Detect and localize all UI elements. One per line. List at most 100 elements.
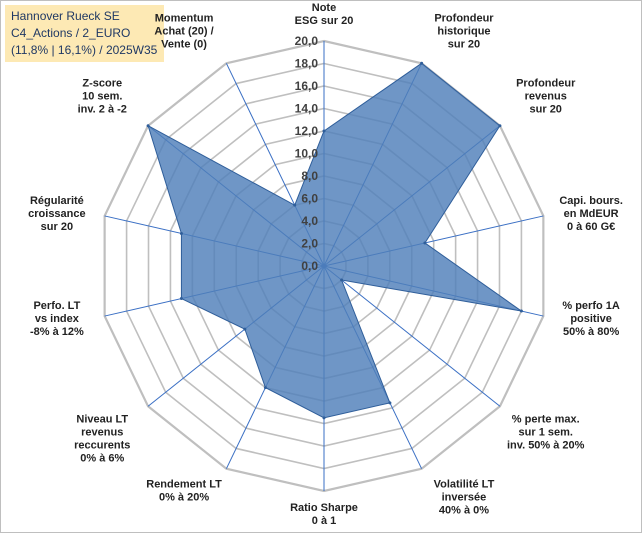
axis-label-text: Régularité croissance sur 20 [28, 195, 85, 233]
axis-label-line: en MdEUR [564, 208, 619, 220]
axis-label-line: 0% à 20% [159, 492, 209, 504]
radar-series [146, 61, 523, 420]
axis-label: Z-score 10 sem. inv. 2 à -2 [78, 77, 127, 115]
axis-label-line: vs index [35, 313, 80, 325]
axis-label-line: sur 20 [448, 38, 480, 50]
axis-label-text: Capi. bours. en MdEUR 0 à 60 G€ [559, 195, 623, 233]
axis-label-line: 0% à 6% [80, 453, 124, 465]
tick-label: 6,0 [301, 192, 318, 206]
tick-label: 10,0 [295, 147, 319, 161]
axis-label-line: inv. 50% à 20% [507, 440, 585, 452]
axis-label-line: % perfo 1A [562, 300, 620, 312]
axis-label-line: Z-score [82, 77, 122, 89]
radar-tick-labels: 0,0 2,0 4,0 6,0 8,0 10,0 12,0 14,0 16,0 18,0 20,0 [295, 34, 319, 273]
axis-label-line: -8% à 12% [30, 326, 84, 338]
axis-label-line: Note [312, 2, 336, 14]
data-point [420, 61, 424, 65]
axis-label-line: croissance [28, 208, 85, 220]
tick-label: 16,0 [295, 79, 319, 93]
tick-label: 8,0 [301, 169, 318, 183]
axis-label-line: inversée [442, 492, 487, 504]
axis-label: Rendement LT 0% à 20% [146, 479, 222, 504]
axis-label: Momentum Achat (20) / Vente (0) [154, 12, 213, 50]
data-point [498, 124, 502, 128]
axis-label: Ratio Sharpe 0 à 1 [290, 502, 358, 527]
chart-title-line-3: (11,8% | 16,1%) / 2025W35 [11, 43, 158, 57]
tick-label: 20,0 [295, 34, 319, 48]
axis-label: Profondeur revenus sur 20 [516, 77, 576, 115]
axis-label: Perfo. LT vs index -8% à 12% [30, 300, 84, 338]
data-point [179, 231, 183, 235]
axis-label-text: Momentum Achat (20) / Vente (0) [154, 12, 213, 50]
axis-label-line: 0 à 1 [312, 515, 336, 527]
axis-label: % perte max. sur 1 sem. inv. 50% à 20% [507, 414, 585, 452]
axis-label: Volatilité LT inversée 40% à 0% [434, 479, 495, 517]
axis-label-line: revenus [81, 427, 123, 439]
data-point [423, 241, 427, 245]
axis-label-line: % perte max. [512, 414, 580, 426]
axis-label-line: Ratio Sharpe [290, 502, 358, 514]
axis-label-line: 10 sem. [82, 90, 122, 102]
axis-label-line: sur 20 [41, 221, 73, 233]
axis-label-text: Niveau LT revenus reccurents 0% à 6% [74, 414, 130, 465]
axis-label-line: Capi. bours. [559, 195, 623, 207]
data-point [322, 416, 326, 420]
axis-label-line: inv. 2 à -2 [78, 103, 127, 115]
axis-label-line: 0 à 60 G€ [567, 221, 615, 233]
axis-label-line: 40% à 0% [439, 505, 489, 517]
axis-label-text: Rendement LT 0% à 20% [146, 479, 222, 504]
axis-label-text: % perfo 1A positive 50% à 80% [562, 300, 620, 338]
axis-label: Capi. bours. en MdEUR 0 à 60 G€ [559, 195, 623, 233]
tick-label: 0,0 [301, 259, 318, 273]
axis-label-line: Achat (20) / [154, 25, 213, 37]
data-point [519, 309, 523, 313]
tick-label: 2,0 [301, 237, 318, 251]
data-point [263, 386, 267, 390]
tick-label: 18,0 [295, 57, 319, 71]
data-point [293, 203, 297, 207]
axis-label-text: % perte max. sur 1 sem. inv. 50% à 20% [507, 414, 585, 452]
axis-label-text: Volatilité LT inversée 40% à 0% [434, 479, 495, 517]
data-point [388, 401, 392, 405]
tick-label: 12,0 [295, 124, 319, 138]
axis-label: % perfo 1A positive 50% à 80% [562, 300, 620, 338]
axis-label-line: Vente (0) [161, 38, 207, 50]
axis-label-line: ESG sur 20 [295, 15, 354, 27]
axis-label-line: Perfo. LT [33, 300, 80, 312]
axis-label-line: revenus [525, 90, 567, 102]
axis-label-line: 50% à 80% [563, 326, 619, 338]
tick-label: 4,0 [301, 214, 318, 228]
chart-title-line-1: Hannover Rueck SE [11, 9, 120, 23]
axis-label-line: Rendement LT [146, 479, 222, 491]
data-point [179, 297, 183, 301]
axis-label-line: Profondeur [516, 77, 576, 89]
axis-label-text: Z-score 10 sem. inv. 2 à -2 [78, 77, 127, 115]
axis-label-line: sur 1 sem. [519, 427, 573, 439]
series-area [147, 62, 522, 419]
chart-title-box: Hannover Rueck SE C4_Actions / 2_EURO (1… [5, 5, 164, 62]
axis-label-line: historique [437, 25, 490, 37]
axis-label: Note ESG sur 20 [295, 2, 354, 27]
axis-label-line: Volatilité LT [434, 479, 495, 491]
tick-label: 14,0 [295, 102, 319, 116]
axis-label: Niveau LT revenus reccurents 0% à 6% [74, 414, 130, 465]
axis-label-line: sur 20 [530, 103, 562, 115]
axis-label: Régularité croissance sur 20 [28, 195, 85, 233]
data-point [146, 124, 150, 128]
axis-label-line: Momentum [155, 12, 214, 24]
axis-label-text: Profondeur historique sur 20 [434, 12, 494, 50]
axis-label: Profondeur historique sur 20 [434, 12, 494, 50]
axis-label-text: Profondeur revenus sur 20 [516, 77, 576, 115]
data-point [243, 327, 247, 331]
axis-label-line: positive [570, 313, 612, 325]
axis-label-text: Ratio Sharpe 0 à 1 [290, 502, 358, 527]
axis-label-text: Perfo. LT vs index -8% à 12% [30, 300, 84, 338]
chart-title-line-2: C4_Actions / 2_EURO [11, 26, 131, 40]
axis-label-line: Régularité [30, 195, 84, 207]
axis-label-text: Note ESG sur 20 [295, 2, 354, 27]
data-point [340, 278, 344, 282]
axis-spoke [323, 265, 501, 407]
data-point [322, 129, 326, 133]
